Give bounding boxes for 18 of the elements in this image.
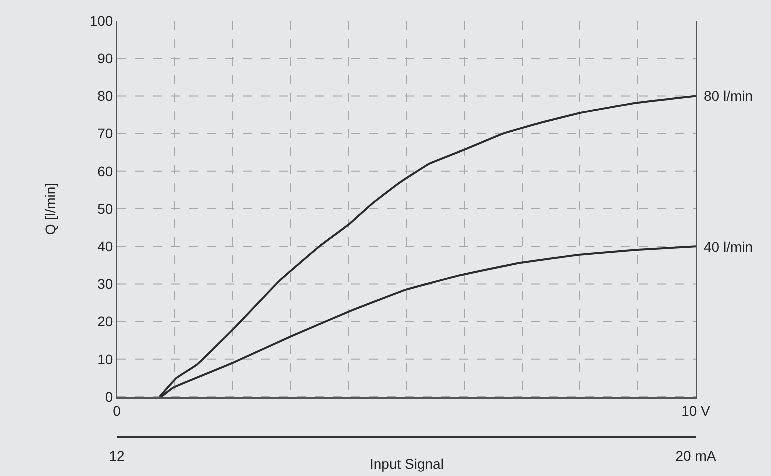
y-tick-label: 30 — [98, 276, 114, 292]
y-tick-label: 40 — [98, 238, 114, 254]
x-axis-title: Input Signal — [370, 456, 444, 472]
series-label: 40 l/min — [704, 239, 754, 255]
x-tick-label: 10 V — [682, 402, 712, 419]
y-tick-label: 60 — [98, 163, 114, 180]
series-label: 80 l/min — [704, 88, 754, 104]
x2-tick-label: 20 mA — [676, 448, 717, 464]
y-tick-label: 0 — [105, 388, 114, 405]
x2-tick-label: 12 — [109, 448, 125, 464]
y-tick-label: 20 — [98, 314, 114, 330]
y-tick-label: 90 — [98, 50, 114, 66]
y-tick-label: 100 — [90, 12, 114, 29]
y-tick-label: 80 — [98, 88, 114, 104]
y-tick-label: 50 — [98, 200, 114, 217]
y-tick-label: 10 — [98, 351, 114, 368]
y-axis-title: Q [l/min] — [42, 182, 58, 236]
y-tick-label: 70 — [98, 126, 114, 142]
